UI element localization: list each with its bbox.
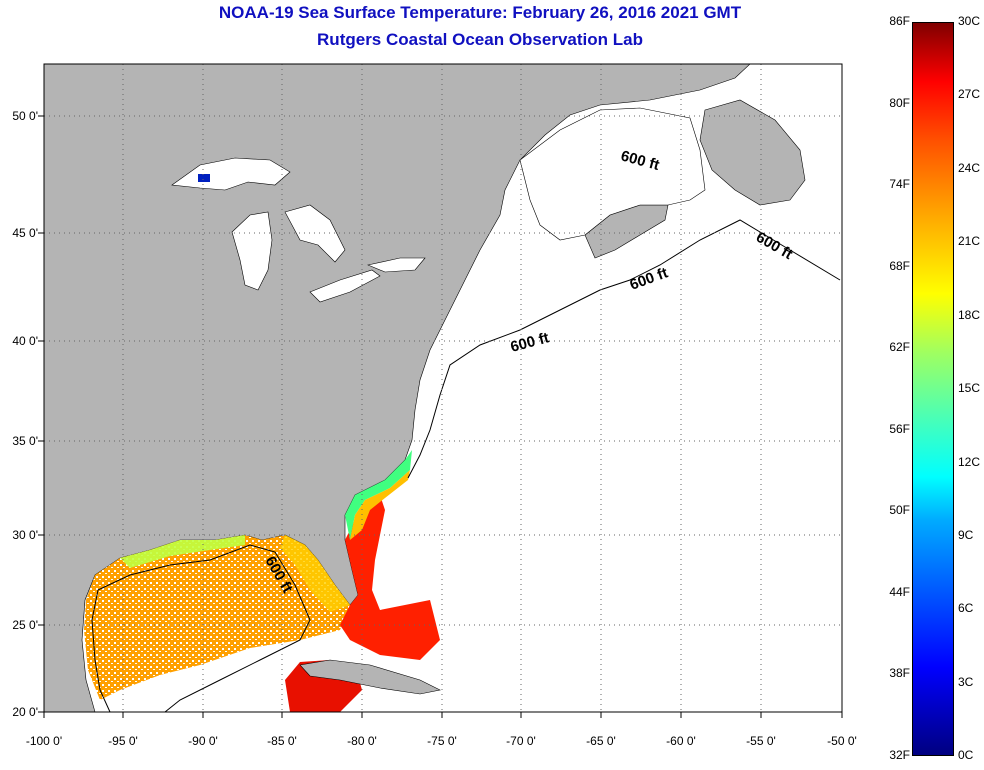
colorbar-c-label-27: 27C bbox=[958, 87, 981, 101]
lon-label-80: -80 0' bbox=[347, 734, 377, 748]
isobath-600ft-gulf-west bbox=[91, 589, 111, 713]
lat-label-25: 25 0' bbox=[12, 618, 38, 632]
colorbar-f-label-86: 86F bbox=[889, 14, 910, 28]
southeast-shelf-sst-warm bbox=[350, 470, 410, 540]
newfoundland-land bbox=[699, 99, 806, 206]
lon-label-60: -60 0' bbox=[666, 734, 696, 748]
lake-michigan bbox=[231, 211, 273, 291]
gulf-coast-cool bbox=[120, 535, 245, 568]
colorbar-f-label-68: 68F bbox=[889, 259, 910, 273]
colorbar-c-label-18: 18C bbox=[958, 308, 981, 322]
colorbar-f-label-56: 56F bbox=[889, 422, 910, 436]
colorbar-f-label-50: 50F bbox=[889, 503, 910, 517]
lake-erie bbox=[309, 269, 381, 303]
map-title: NOAA-19 Sea Surface Temperature: Februar… bbox=[218, 3, 742, 22]
lat-label-30: 30 0' bbox=[12, 528, 38, 542]
florida-current-sst bbox=[340, 495, 440, 660]
lon-label-95: -95 0' bbox=[108, 734, 138, 748]
lon-label-75: -75 0' bbox=[427, 734, 457, 748]
lake-ice-cold-patch bbox=[198, 174, 210, 182]
colorbar-c-label-21: 21C bbox=[958, 234, 981, 248]
colorbar-f-label-80: 80F bbox=[889, 96, 910, 110]
colorbar-c-label-24: 24C bbox=[958, 161, 981, 175]
colorbar-f-label-44: 44F bbox=[889, 585, 910, 599]
axis-ticks bbox=[38, 115, 843, 718]
lat-label-40: 40 0' bbox=[12, 334, 38, 348]
gulf-of-mexico-sst bbox=[84, 535, 350, 700]
graticule bbox=[44, 64, 842, 712]
gulf-shelf-warm bbox=[280, 535, 350, 612]
isobath-600ft-gulf bbox=[97, 544, 311, 713]
colorbar-f-label-74: 74F bbox=[889, 177, 910, 191]
colorbar-c-label-3: 3C bbox=[958, 675, 974, 689]
colorbar-f-label-32: 32F bbox=[889, 748, 910, 762]
lon-label-55: -55 0' bbox=[746, 734, 776, 748]
lon-label-85: -85 0' bbox=[267, 734, 297, 748]
cuba-land bbox=[299, 659, 441, 695]
lon-label-70: -70 0' bbox=[506, 734, 536, 748]
southeast-shelf-sst bbox=[345, 450, 412, 540]
isobath-600ft-atlantic bbox=[407, 219, 841, 479]
lon-label-50: -50 0' bbox=[827, 734, 857, 748]
colorbar-c-label-30: 30C bbox=[958, 14, 981, 28]
lon-label-100: -100 0' bbox=[25, 734, 63, 748]
lat-label-35: 35 0' bbox=[12, 434, 38, 448]
lake-ontario bbox=[366, 257, 426, 273]
temperature-colorbar bbox=[912, 22, 954, 756]
colorbar-c-label-15: 15C bbox=[958, 381, 981, 395]
colorbar-c-label-12: 12C bbox=[958, 455, 981, 469]
colorbar-f-label-38: 38F bbox=[889, 666, 910, 680]
colorbar-f-label-62: 62F bbox=[889, 340, 910, 354]
lat-label-20: 20 0' bbox=[12, 705, 38, 719]
map-subtitle: Rutgers Coastal Ocean Observation Lab bbox=[317, 30, 643, 49]
map-frame bbox=[43, 63, 843, 713]
lon-label-90: -90 0' bbox=[188, 734, 218, 748]
colorbar-c-label-0: 0C bbox=[958, 748, 974, 762]
colorbar-c-label-9: 9C bbox=[958, 528, 974, 542]
lat-label-50: 50 0' bbox=[12, 109, 38, 123]
lat-label-45: 45 0' bbox=[12, 226, 38, 240]
colorbar-c-label-6: 6C bbox=[958, 601, 974, 615]
lon-label-65: -65 0' bbox=[586, 734, 616, 748]
